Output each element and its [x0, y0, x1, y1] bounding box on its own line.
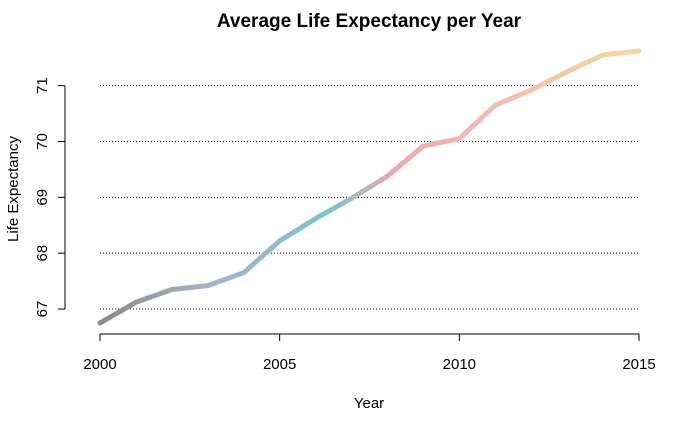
- grid-lines: [100, 85, 639, 310]
- y-tick-label-67: 67: [34, 301, 51, 318]
- x-tick-label-2000: 2000: [83, 356, 116, 373]
- x-tick-label-2015: 2015: [622, 356, 655, 373]
- y-tick-label-71: 71: [34, 77, 51, 94]
- data-point-2015: [637, 49, 642, 54]
- data-point-2005: [277, 238, 282, 243]
- axes: [58, 85, 640, 341]
- data-point-2006: [313, 216, 318, 221]
- y-tick-label-68: 68: [34, 245, 51, 262]
- series-layer: [97, 48, 642, 326]
- data-point-2007: [349, 196, 354, 201]
- y-tick-label-70: 70: [34, 133, 51, 150]
- data-point-2014: [601, 52, 606, 57]
- data-point-2000: [98, 321, 103, 326]
- x-tick-label-2010: 2010: [443, 356, 476, 373]
- data-point-2008: [385, 174, 390, 179]
- data-point-2002: [169, 287, 174, 292]
- data-point-2012: [529, 88, 534, 93]
- series-line: [97, 48, 642, 326]
- data-point-2003: [205, 283, 210, 288]
- x-tick-label-2005: 2005: [263, 356, 296, 373]
- data-point-2011: [493, 103, 498, 108]
- data-point-2004: [241, 270, 246, 275]
- data-point-2013: [565, 69, 570, 74]
- chart-title: Average Life Expectancy per Year: [217, 11, 522, 32]
- data-point-2001: [133, 300, 138, 305]
- y-axis-label: Life Expectancy: [5, 136, 22, 242]
- y-tick-label-69: 69: [34, 189, 51, 206]
- x-axis-label: Year: [354, 395, 384, 412]
- tick-labels: 2000 2005 2010 2015 67 68 69 70 71: [34, 77, 656, 373]
- data-point-2010: [457, 136, 462, 141]
- data-point-2009: [421, 143, 426, 148]
